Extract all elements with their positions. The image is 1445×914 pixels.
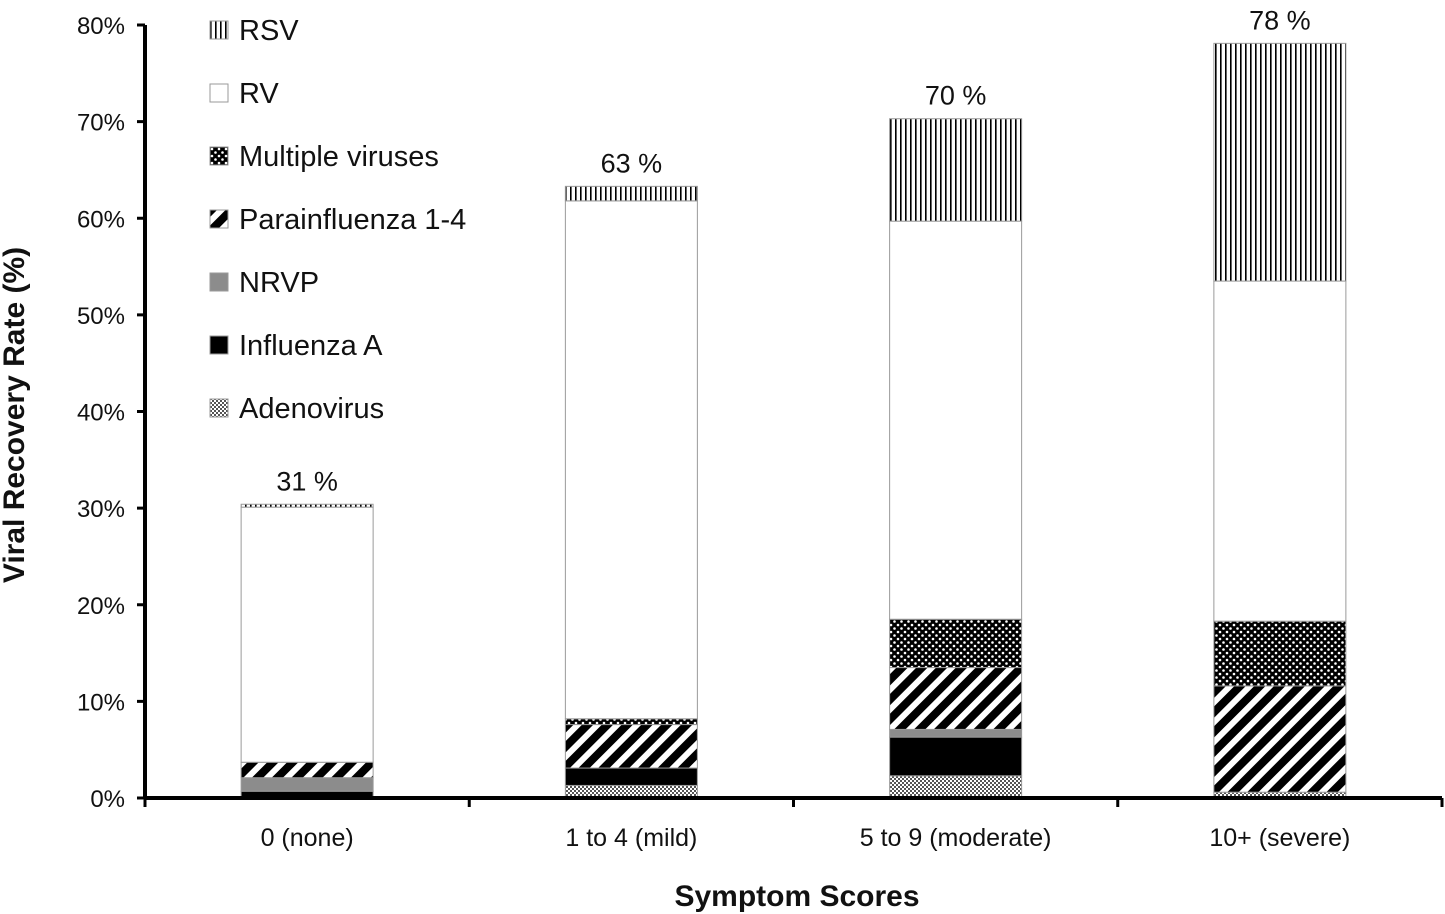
y-tick-label: 40%	[77, 400, 125, 427]
x-category-label: 0 (none)	[261, 824, 354, 852]
x-category-label: 1 to 4 (mild)	[565, 824, 697, 852]
legend-swatch-rsv	[209, 20, 229, 40]
bar-segment-rv-1	[564, 200, 698, 720]
y-tick-label: 10%	[77, 689, 125, 716]
legend-swatch-adenovirus	[209, 398, 229, 418]
y-tick-label: 20%	[77, 593, 125, 620]
y-tick-label: 30%	[77, 496, 125, 523]
legend-label: RV	[239, 78, 279, 110]
legend-swatch-influenza-a	[209, 335, 229, 355]
bar-segment-parainfluenza-1-4-1	[564, 724, 698, 769]
bar-segment-rsv-3	[1213, 42, 1347, 282]
total-label-0: 31 %	[276, 466, 338, 496]
y-axis: 0% 10% 20% 30% 40% 50% 60% 70% 80%	[77, 13, 147, 813]
legend-swatch-multiple-viruses	[209, 146, 229, 166]
legend-swatch-parainfluenza-1-4	[209, 209, 229, 229]
bar-segment-rsv-1	[564, 185, 698, 202]
legend-label: RSV	[239, 15, 299, 47]
bar-segment-nrvp-0	[240, 777, 374, 792]
total-label-3: 78 %	[1249, 5, 1311, 35]
bar-segment-rv-0	[240, 506, 374, 763]
total-label-1: 63 %	[601, 148, 663, 178]
legend-swatch-nrvp	[209, 272, 229, 292]
bar-segment-rsv-2	[889, 118, 1023, 222]
bar-segment-parainfluenza-1-4-2	[889, 667, 1023, 730]
legend-swatch-rv	[209, 83, 229, 103]
bar-segment-parainfluenza-1-4-3	[1213, 685, 1347, 793]
bar-segment-nrvp-2	[889, 728, 1023, 738]
x-category-label: 10+ (severe)	[1209, 824, 1350, 852]
bars-layer	[240, 42, 1347, 799]
legend-label: Adenovirus	[239, 393, 384, 425]
legend-label: Influenza A	[239, 330, 383, 362]
bar-segment-parainfluenza-1-4-0	[240, 761, 374, 779]
x-axis: 0 (none) 1 to 4 (mild) 5 to 9 (moderate) 10…	[143, 796, 1444, 852]
total-labels: 31 % 63 % 70 % 78 %	[276, 5, 1310, 496]
bar-segment-influenza-a-2	[889, 736, 1023, 777]
bar-segment-rv-2	[889, 220, 1023, 620]
bar-segment-multiple-viruses-1	[564, 718, 698, 726]
bar-segment-adenovirus-2	[889, 775, 1023, 799]
legend-label: Parainfluenza 1-4	[239, 204, 466, 236]
x-axis-title: Symptom Scores	[674, 880, 919, 913]
y-tick-label: 80%	[77, 13, 125, 40]
legend-label: NRVP	[239, 267, 319, 299]
x-category-label: 5 to 9 (moderate)	[860, 824, 1052, 852]
y-tick-label: 0%	[90, 786, 125, 813]
y-tick-label: 70%	[77, 110, 125, 137]
legend: RSV RV Multiple viruses Parainfluenza 1-4 NR…	[209, 15, 466, 425]
y-tick-label: 50%	[77, 303, 125, 330]
y-axis-title: Viral Recovery Rate (%)	[0, 247, 31, 583]
bar-segment-rv-3	[1213, 280, 1347, 622]
legend-label: Multiple viruses	[239, 141, 439, 173]
bar-segment-influenza-a-1	[564, 767, 698, 786]
bar-segment-multiple-viruses-3	[1213, 620, 1347, 687]
y-tick-label: 60%	[77, 206, 125, 233]
bar-segment-rsv-0	[240, 503, 374, 508]
total-label-2: 70 %	[925, 81, 987, 111]
bar-segment-multiple-viruses-2	[889, 618, 1023, 669]
